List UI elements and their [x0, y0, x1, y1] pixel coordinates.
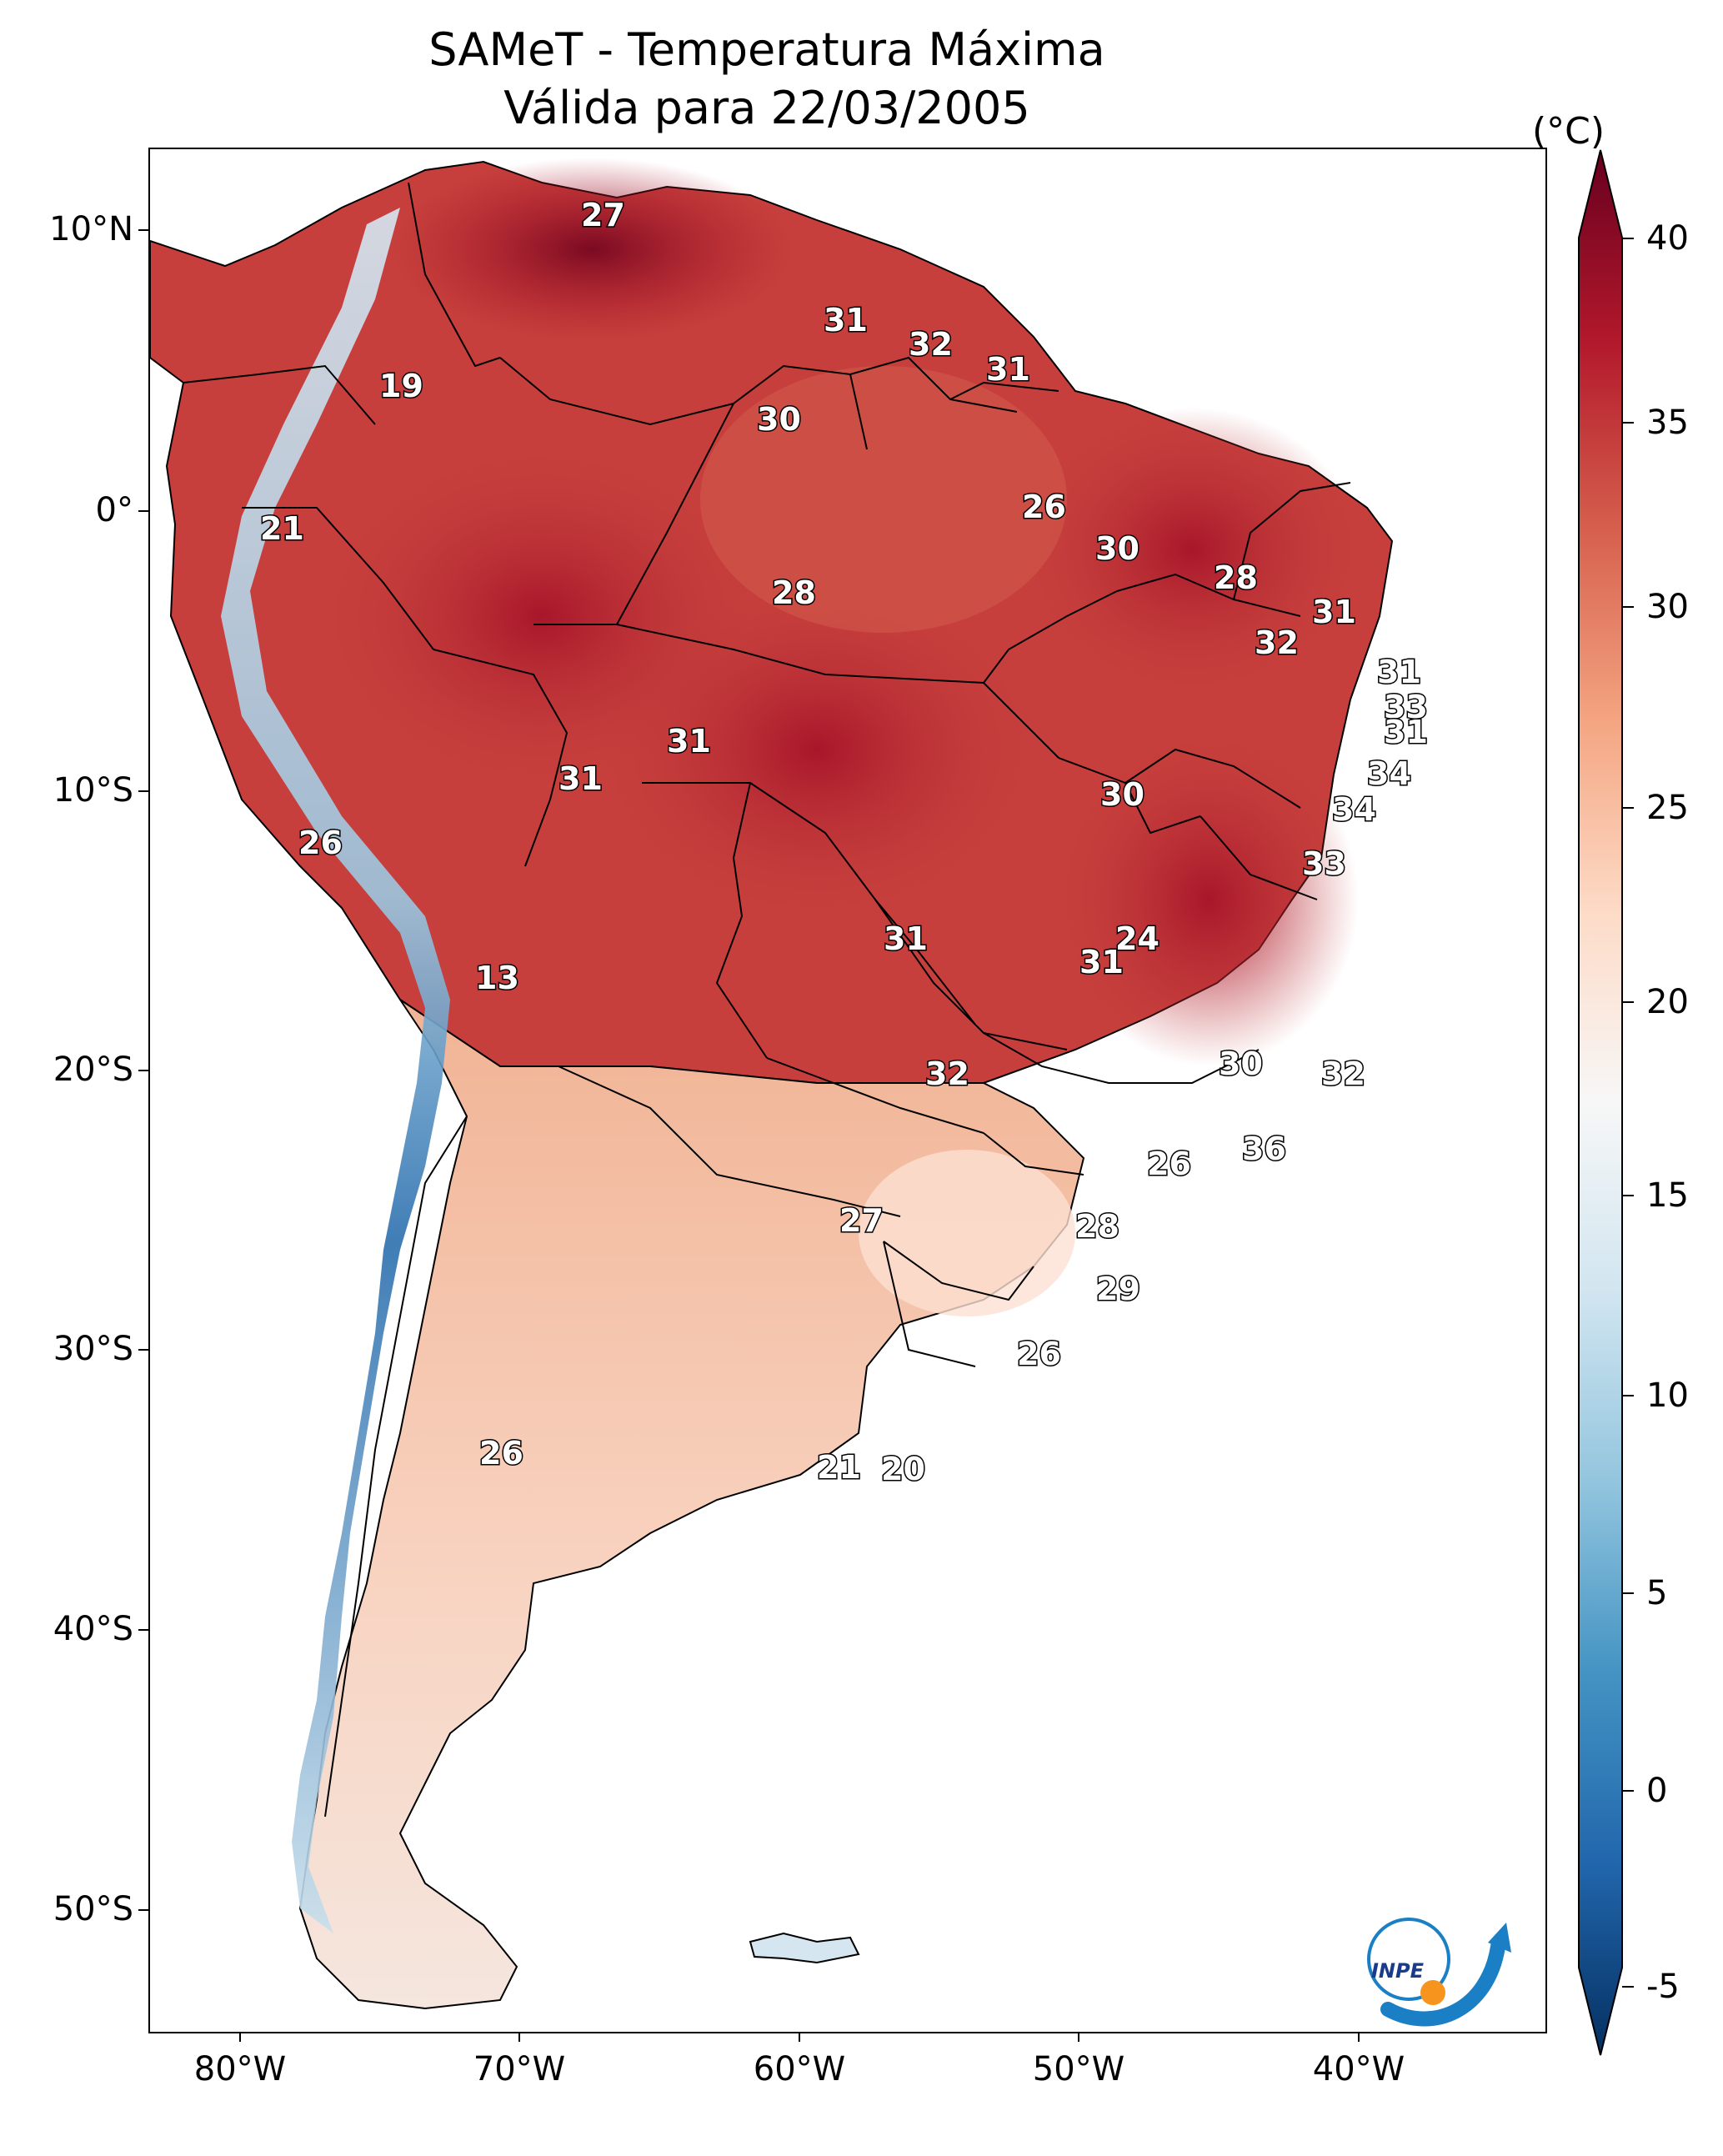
lat-label: 10°S	[53, 771, 133, 810]
colorbar-tick	[1622, 238, 1634, 239]
lon-tick	[239, 2032, 241, 2042]
country-borders	[183, 182, 1351, 1818]
city-value: 31	[1377, 654, 1421, 690]
lon-label: 80°W	[193, 2050, 287, 2088]
colorbar-label: 40	[1646, 219, 1689, 258]
andes-band	[221, 208, 450, 1933]
lon-label: 50°W	[1032, 2050, 1125, 2088]
city-value: 31	[558, 760, 603, 797]
colorbar-label: 30	[1646, 588, 1689, 626]
colorbar-tick	[1622, 1790, 1634, 1792]
city-value: 33	[1384, 689, 1428, 725]
map-canvas: 27 19 21 26 13 26 31 31 30 31 32 31 28 2…	[150, 158, 1430, 2010]
city-value: 31	[1312, 594, 1356, 630]
lon-tick	[1358, 2032, 1360, 2042]
city-value: 28	[1214, 559, 1258, 596]
city-value: 32	[925, 1055, 969, 1092]
city-value: 36	[1242, 1131, 1286, 1167]
lat-label: 40°S	[53, 1610, 133, 1648]
colorbar-tick	[1622, 1195, 1634, 1196]
city-value: 32	[1255, 624, 1299, 661]
map-title: SAMeT - Temperatura Máxima	[428, 23, 1105, 76]
lon-tick	[518, 2032, 520, 2042]
colorbar-tick	[1622, 1986, 1634, 1988]
city-value: 32	[1321, 1055, 1365, 1092]
city-value: 28	[772, 574, 816, 611]
colorbar-label: 0	[1646, 1772, 1668, 1810]
lat-label: 50°S	[53, 1890, 133, 1928]
colorbar-tick	[1622, 1395, 1634, 1396]
city-value: 26	[479, 1435, 523, 1472]
city-value: 34	[1332, 791, 1376, 828]
colorbar-tick	[1622, 1001, 1634, 1003]
city-value: 31	[667, 723, 711, 760]
city-value: 20	[881, 1451, 925, 1487]
city-value: 27	[581, 197, 625, 233]
city-value: 30	[1219, 1045, 1263, 1082]
colorbar-label: 10	[1646, 1376, 1689, 1415]
colorbar-label: 20	[1646, 983, 1689, 1021]
colorbar-label: 5	[1646, 1574, 1668, 1612]
lat-tick	[138, 790, 148, 792]
lat-tick	[138, 229, 148, 231]
colorbar-tick	[1622, 807, 1634, 809]
lat-tick	[138, 1070, 148, 1071]
lat-tick	[138, 1909, 148, 1911]
city-value: 26	[298, 825, 343, 861]
lon-tick	[799, 2032, 800, 2042]
lat-label: 10°N	[49, 210, 133, 248]
falkland-islands	[749, 1932, 860, 1964]
city-value: 31	[1079, 944, 1124, 980]
map-panel: 27 19 21 26 13 26 31 31 30 31 32 31 28 2…	[148, 148, 1547, 2033]
city-value: 19	[379, 368, 423, 404]
city-value: 30	[1095, 530, 1139, 567]
map-subtitle: Válida para 22/03/2005	[503, 82, 1030, 134]
city-value: 33	[1302, 845, 1346, 882]
city-value: 29	[1096, 1271, 1140, 1307]
lat-tick	[138, 1629, 148, 1631]
lon-label: 40°W	[1312, 2050, 1405, 2088]
city-value: 31	[986, 351, 1030, 388]
lat-label: 20°S	[53, 1050, 133, 1089]
city-value: 30	[757, 401, 801, 438]
city-value: 30	[1100, 776, 1144, 813]
colorbar-unit: (°C)	[1532, 110, 1605, 153]
svg-text:INPE: INPE	[1371, 1959, 1425, 1983]
lon-tick	[1078, 2032, 1079, 2042]
colorbar	[1578, 149, 1623, 2056]
colorbar-label: -5	[1646, 1968, 1680, 2006]
city-value: 31	[1384, 714, 1428, 750]
colorbar-label: 25	[1646, 789, 1689, 827]
colorbar-tick	[1622, 422, 1634, 424]
colorbar-label: 15	[1646, 1176, 1689, 1215]
city-value: 31	[824, 302, 868, 338]
lon-label: 60°W	[753, 2050, 846, 2088]
lat-tick	[138, 1349, 148, 1351]
city-value: 21	[260, 510, 304, 547]
lat-tick	[138, 510, 148, 512]
city-value: 27	[839, 1202, 884, 1239]
city-value: 26	[1022, 489, 1066, 525]
city-value: 13	[475, 960, 519, 996]
city-value: 24	[1115, 920, 1160, 957]
colorbar-fill	[1578, 149, 1623, 2056]
lon-label: 70°W	[473, 2050, 566, 2088]
colorbar-tick	[1622, 606, 1634, 608]
lat-label: 0°	[95, 491, 133, 529]
city-value: 32	[909, 326, 953, 363]
lat-label: 30°S	[53, 1330, 133, 1368]
colorbar-tick	[1622, 1592, 1634, 1594]
city-value: 26	[1147, 1146, 1191, 1182]
city-value: 28	[1075, 1208, 1119, 1245]
inpe-logo-icon: INPE	[1367, 1918, 1511, 2027]
city-value: 26	[1017, 1336, 1061, 1372]
city-value: 34	[1367, 755, 1411, 792]
city-value: 21	[817, 1449, 861, 1486]
city-value: 31	[884, 920, 928, 957]
colorbar-label: 35	[1646, 404, 1689, 442]
city-labels: 27 19 21 26 13 26 31 31 30 31 32 31 28 2…	[259, 196, 1430, 1489]
